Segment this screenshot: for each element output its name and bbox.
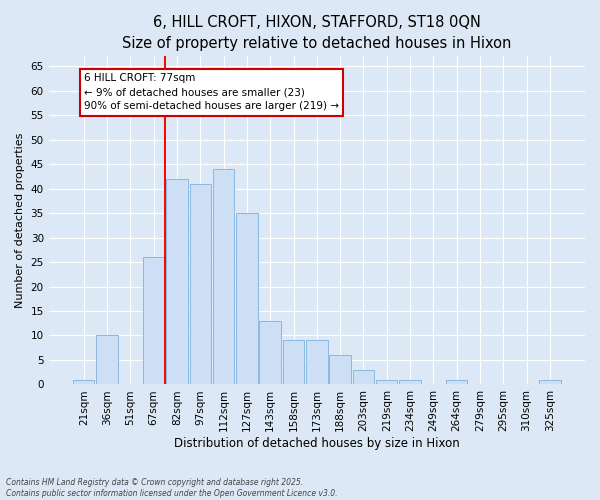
X-axis label: Distribution of detached houses by size in Hixon: Distribution of detached houses by size … [174, 437, 460, 450]
Bar [236, 213, 257, 384]
Bar [283, 340, 304, 384]
Bar [306, 340, 328, 384]
Bar [166, 179, 188, 384]
Y-axis label: Number of detached properties: Number of detached properties [15, 132, 25, 308]
Title: 6, HILL CROFT, HIXON, STAFFORD, ST18 0QN
Size of property relative to detached h: 6, HILL CROFT, HIXON, STAFFORD, ST18 0QN… [122, 15, 512, 51]
Bar [259, 321, 281, 384]
Bar [97, 336, 118, 384]
Bar [190, 184, 211, 384]
Text: Contains HM Land Registry data © Crown copyright and database right 2025.
Contai: Contains HM Land Registry data © Crown c… [6, 478, 337, 498]
Bar [73, 380, 94, 384]
Bar [143, 257, 164, 384]
Bar [353, 370, 374, 384]
Bar [329, 355, 351, 384]
Bar [539, 380, 560, 384]
Text: 6 HILL CROFT: 77sqm
← 9% of detached houses are smaller (23)
90% of semi-detache: 6 HILL CROFT: 77sqm ← 9% of detached hou… [84, 74, 339, 112]
Bar [376, 380, 397, 384]
Bar [446, 380, 467, 384]
Bar [213, 169, 235, 384]
Bar [400, 380, 421, 384]
